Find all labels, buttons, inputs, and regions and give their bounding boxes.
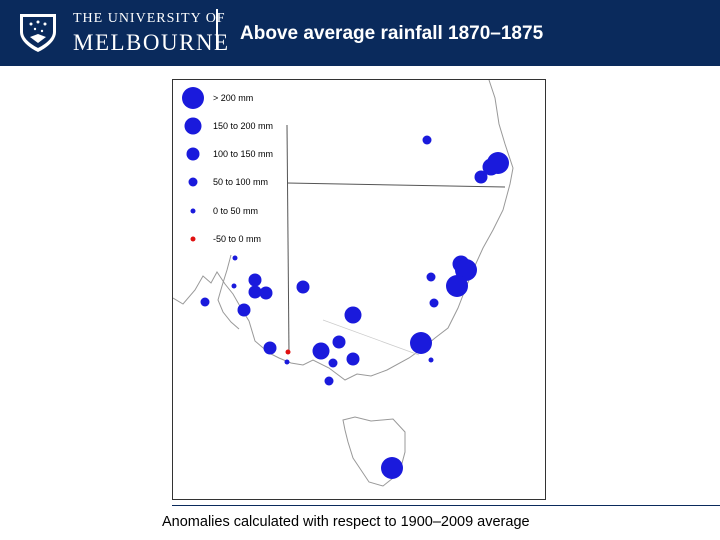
station-dot <box>455 259 477 281</box>
legend-label-50-100: 50 to 100 mm <box>213 177 268 187</box>
station-dot <box>296 280 310 294</box>
footer-rule <box>172 505 720 506</box>
station-dot <box>474 170 488 184</box>
map-canvas: > 200 mm 150 to 200 mm 100 to 150 mm 50 … <box>173 80 514 487</box>
legend-dot-150-200 <box>184 117 202 135</box>
station-dot <box>328 358 338 368</box>
station-dot <box>232 255 238 261</box>
mainland-coastline <box>173 80 514 381</box>
state-border-nsw-qld <box>286 182 506 188</box>
logo-line2: MELBOURNE <box>73 30 230 55</box>
station-dot <box>429 298 439 308</box>
station-dot <box>324 376 334 386</box>
station-dot <box>482 158 500 176</box>
station-markers <box>200 135 509 479</box>
station-dot <box>263 341 277 355</box>
station-dot <box>346 352 360 366</box>
header-divider <box>216 9 218 49</box>
state-border-sa-vic <box>286 124 290 355</box>
station-dot <box>259 286 273 300</box>
map-caption: Anomalies calculated with respect to 190… <box>162 514 530 530</box>
station-dot <box>200 297 210 307</box>
legend-dot-50-100 <box>188 177 198 187</box>
state-border-nsw-vic <box>322 319 420 356</box>
legend-dot-neg50-0 <box>190 236 196 242</box>
page-title: Above average rainfall 1870–1875 <box>240 23 544 44</box>
station-dot <box>332 335 346 349</box>
station-dot <box>344 306 362 324</box>
legend-label-neg50-0: -50 to 0 mm <box>213 234 261 244</box>
station-dot <box>446 275 468 297</box>
station-dot <box>231 283 237 289</box>
university-wordmark: THE UNIVERSITY OF MELBOURNE <box>73 11 230 55</box>
logo-line1: THE UNIVERSITY OF <box>73 11 226 26</box>
station-dot <box>428 357 434 363</box>
legend-dot-100-150 <box>186 147 200 161</box>
legend-label-100-150: 100 to 150 mm <box>213 149 273 159</box>
header-bar: THE UNIVERSITY OF MELBOURNE Above averag… <box>0 0 720 66</box>
station-dot <box>237 303 251 317</box>
station-dot <box>248 285 262 299</box>
station-dot <box>312 342 330 360</box>
legend-dot-0-50 <box>190 208 196 214</box>
spencer-gulf-coast <box>217 254 240 330</box>
legend-label-0-50: 0 to 50 mm <box>213 206 258 216</box>
legend-dot-gt200 <box>182 87 204 109</box>
legend-label-gt200: > 200 mm <box>213 93 253 103</box>
university-crest-icon <box>20 14 56 52</box>
station-dot <box>284 359 290 365</box>
station-dot-negative <box>285 349 291 355</box>
station-dot <box>426 272 436 282</box>
station-dot <box>422 135 432 145</box>
station-dot <box>381 457 403 479</box>
map-legend: > 200 mm 150 to 200 mm 100 to 150 mm 50 … <box>182 87 273 244</box>
legend-label-150-200: 150 to 200 mm <box>213 121 273 131</box>
station-dot <box>248 273 262 287</box>
rainfall-map: > 200 mm 150 to 200 mm 100 to 150 mm 50 … <box>172 79 546 500</box>
station-dot <box>410 332 432 354</box>
